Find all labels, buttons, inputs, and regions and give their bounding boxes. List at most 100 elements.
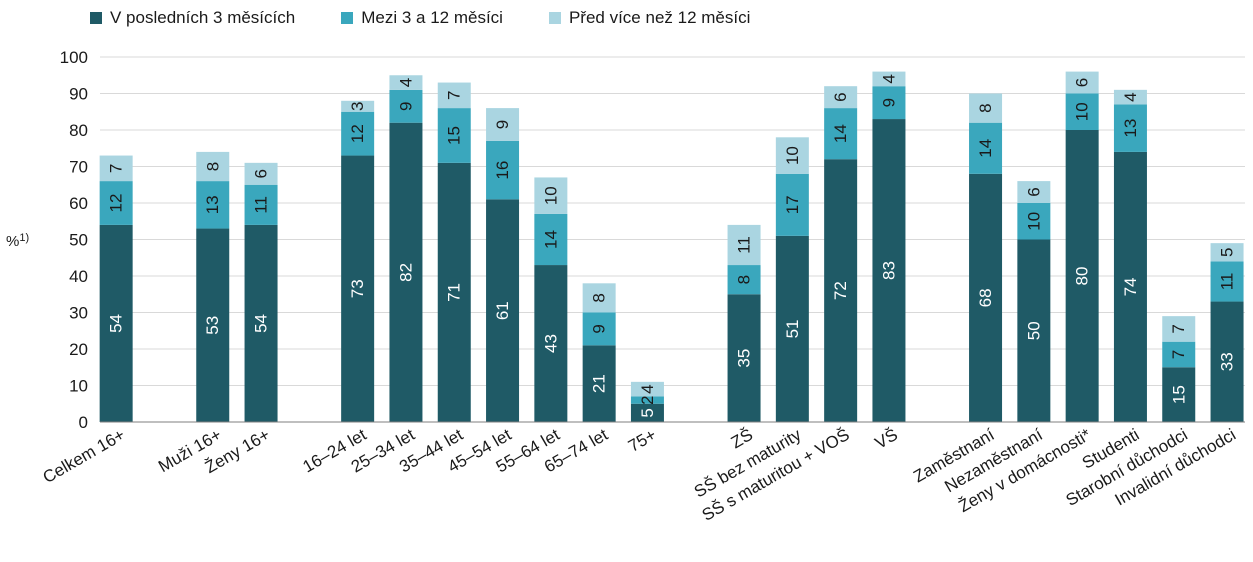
data-label: 68 [976,288,995,307]
data-label: 5 [1218,248,1237,257]
data-label: 8 [735,275,754,284]
bar-segment [1017,181,1051,203]
y-tick-label: 30 [69,304,88,323]
bar-segment [437,108,471,163]
data-label: 3 [348,102,367,111]
y-tick-label: 90 [69,85,88,104]
bar-segment [775,235,809,422]
bar-segment [1162,367,1196,422]
legend-swatch-old [548,12,561,24]
bar-segment [727,294,761,422]
bar-segment [341,111,375,156]
data-label: 10 [1073,102,1092,121]
data-label: 9 [590,324,609,333]
data-label: 10 [541,186,560,205]
bar-segment [486,108,520,141]
data-label: 8 [590,293,609,302]
bar-segment [244,184,278,225]
data-label: 54 [252,314,271,333]
bar-segment [196,228,230,422]
bar-segment [486,199,520,422]
y-tick-label: 50 [69,231,88,250]
y-tick-label: 10 [69,377,88,396]
y-tick-label: 40 [69,267,88,286]
data-label: 4 [879,74,898,83]
bar-segment [389,122,423,422]
bar-segment [534,265,568,422]
data-label: 80 [1073,267,1092,286]
data-label: 14 [976,139,995,158]
bar-segment [389,75,423,90]
bar-segment [534,177,568,214]
bar-segment [99,155,133,182]
data-label: 35 [735,349,754,368]
x-tick-label: 75+ [625,425,660,456]
bar-segment [244,224,278,422]
bar-segment [1162,316,1196,342]
bar-segment [1113,89,1147,105]
bar-segment [1017,203,1051,240]
bar-segment [1113,104,1147,152]
data-label: 15 [1169,385,1188,404]
y-tick-label: 80 [69,121,88,140]
bar-segment [341,100,375,112]
bar-segment [775,137,809,174]
bar-segment [1210,243,1244,262]
data-label: 6 [1024,187,1043,196]
data-label: 11 [252,196,271,214]
bar-segment [389,89,423,123]
legend-label-mid: Mezi 3 a 12 měsíci [361,8,503,27]
legend: V posledních 3 měsících Mezi 3 a 12 měsí… [90,8,750,28]
bar-segment [969,173,1003,422]
data-label: 71 [445,283,464,302]
bar-segment [727,265,761,295]
data-label: 16 [493,161,512,180]
bar-segment [872,119,906,423]
data-label: 82 [396,263,415,282]
bar-segment [630,381,664,397]
legend-swatch-mid [341,12,354,24]
legend-item-mid: Mezi 3 a 12 měsíci [341,8,503,28]
data-label: 17 [783,195,802,214]
y-tick-label: 70 [69,158,88,177]
data-label: 4 [396,78,415,87]
data-label: 13 [203,195,222,214]
data-label: 8 [976,103,995,112]
data-label: 15 [445,126,464,145]
bar-segment [872,86,906,120]
data-label: 83 [879,261,898,280]
bar-segment [582,345,616,422]
bar-segment [196,151,230,182]
bar-segment [99,224,133,422]
y-tick-label: 60 [69,194,88,213]
data-label: 10 [1024,212,1043,231]
bar-segment [1065,71,1099,94]
data-label: 9 [493,120,512,129]
legend-swatch-recent [90,12,102,24]
bar-segment [969,122,1003,174]
x-tick-label: VŠ [872,425,901,453]
bar-segment [99,181,133,225]
data-label: 73 [348,279,367,298]
data-label: 4 [638,384,657,393]
bar-segment [1162,341,1196,368]
data-label: 9 [879,98,898,107]
data-label: 6 [1073,78,1092,87]
data-label: 7 [107,164,126,173]
bar-segment [1210,301,1244,422]
bar-segment [872,71,906,87]
bar-segment [1065,93,1099,130]
data-label: 7 [1169,324,1188,333]
bar-segment [1210,261,1244,302]
bar-segment [824,86,858,109]
data-label: 61 [493,301,512,320]
data-label: 33 [1218,352,1237,371]
legend-label-old: Před více než 12 měsíci [568,8,751,27]
data-label: 6 [831,92,850,101]
data-label: 53 [203,316,222,335]
bar-segment [582,283,616,313]
data-label: 54 [107,314,126,333]
data-label: 12 [348,124,367,143]
data-label: 14 [831,124,850,143]
